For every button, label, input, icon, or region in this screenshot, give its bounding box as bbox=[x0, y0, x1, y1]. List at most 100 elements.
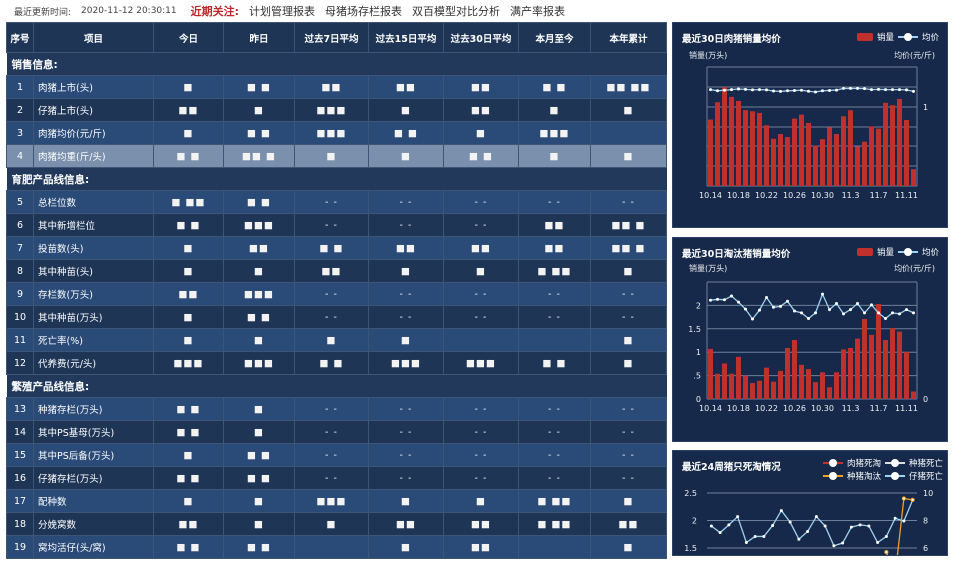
cell-value: - - bbox=[368, 466, 444, 490]
table-row[interactable]: 10 其中种苗(万头) ■ ■ ■ - -- -- -- -- - bbox=[6, 305, 667, 329]
table-row[interactable]: 15 其中PS后备(万头) ■ ■ ■ - -- -- -- -- - bbox=[6, 443, 667, 467]
bar bbox=[820, 139, 825, 186]
price-point bbox=[814, 311, 817, 315]
column-header: 过去30日平均 bbox=[443, 22, 519, 53]
cell-value: - - bbox=[368, 282, 444, 306]
cell-value: ■ bbox=[153, 443, 224, 467]
price-point bbox=[870, 303, 873, 307]
piglet-death-point bbox=[736, 515, 740, 519]
table-row[interactable]: 7 投苗数(头) ■ ■■ ■ ■ ■■ ■■ ■■ ■■ ■ bbox=[6, 236, 667, 260]
table-row[interactable]: 11 死亡率(%) ■ ■ ■ ■ ■ bbox=[6, 328, 667, 352]
sow-cull-point bbox=[910, 497, 915, 502]
legend-swatch bbox=[823, 472, 843, 480]
table-row[interactable]: 4 肉猪均重(斤/头) ■ ■ ■■ ■ ■ ■ ■ ■ ■ ■ bbox=[6, 144, 667, 168]
table-row[interactable]: 1 肉猪上市(头) ■ ■ ■ ■■ ■■ ■■ ■ ■ ■■ ■■ bbox=[6, 75, 667, 99]
y-tick-label: 0 bbox=[696, 395, 701, 404]
bar bbox=[904, 119, 909, 186]
row-item: 配种数 bbox=[33, 489, 154, 513]
legend-label: 均价 bbox=[921, 33, 939, 43]
cell-value: ■ bbox=[294, 144, 369, 168]
cell-value: ■■■ bbox=[294, 489, 369, 513]
cell-value: - - bbox=[518, 420, 591, 444]
cell-value: ■■ bbox=[294, 75, 369, 99]
price-point bbox=[772, 89, 775, 93]
legend-item[interactable]: 种猪死亡 bbox=[885, 457, 943, 469]
price-point bbox=[912, 89, 915, 93]
bar bbox=[792, 118, 797, 186]
cell-value: ■ bbox=[368, 489, 444, 513]
bar bbox=[771, 381, 776, 399]
table-row[interactable]: 12 代养费(元/头) ■■■ ■■■ ■ ■ ■■■ ■■■ ■ ■ ■ bbox=[6, 351, 667, 375]
price-point bbox=[877, 87, 880, 91]
link-model-comparison[interactable]: 双百模型对比分析 bbox=[412, 5, 501, 18]
table-row[interactable]: 19 窝均活仔(头/窝) ■ ■ ■ ■ ■ ■■ ■ bbox=[6, 535, 667, 559]
price-point bbox=[716, 89, 719, 93]
cell-value: ■ ■ bbox=[153, 466, 224, 490]
piglet-death-point bbox=[893, 516, 897, 520]
chart-panel-fattening-pig-sales: 最近30日肉猪销量均价 销量 均价 销量(万头) 均价(元/斤) 10.14 10… bbox=[672, 22, 948, 228]
column-header: 昨日 bbox=[223, 22, 295, 53]
legend-swatch bbox=[885, 472, 905, 480]
table-row[interactable]: 8 其中种苗(头) ■ ■ ■■ ■ ■ ■ ■■ ■ bbox=[6, 259, 667, 283]
table-row[interactable]: 5 总栏位数 ■ ■■ ■ ■ - -- -- -- -- - bbox=[6, 190, 667, 214]
bar bbox=[743, 110, 748, 186]
bar bbox=[862, 318, 867, 399]
legend-item[interactable]: 仔猪死亡 bbox=[885, 470, 943, 482]
bar bbox=[869, 334, 874, 399]
table-row[interactable]: 17 配种数 ■ ■ ■■■ ■ ■ ■ ■■ ■ bbox=[6, 489, 667, 513]
cell-value: - - bbox=[294, 466, 369, 490]
row-item: 投苗数(头) bbox=[33, 236, 154, 260]
cell-value: ■ bbox=[223, 328, 295, 352]
row-number: 7 bbox=[6, 236, 34, 260]
legend-item[interactable]: 种猪淘汰 bbox=[823, 470, 881, 482]
price-point bbox=[800, 311, 803, 315]
price-point bbox=[828, 88, 831, 92]
link-plan-report[interactable]: 计划管理报表 bbox=[249, 5, 316, 18]
table-row[interactable]: 9 存栏数(万头) ■■ ■■■ - -- -- -- -- - bbox=[6, 282, 667, 306]
cell-value bbox=[590, 121, 667, 145]
update-label: 最近更新时间: bbox=[14, 7, 72, 18]
cell-value: ■■■ bbox=[368, 351, 444, 375]
legend-label: 销量 bbox=[876, 33, 894, 43]
bar bbox=[722, 87, 727, 186]
x-tick-label: 10.30 bbox=[811, 404, 834, 413]
bar bbox=[785, 347, 790, 399]
bar bbox=[848, 110, 853, 186]
link-full-production-report[interactable]: 满产率报表 bbox=[510, 5, 566, 18]
x-tick-label: 11.3 bbox=[842, 191, 860, 200]
price-point bbox=[779, 89, 782, 93]
cell-value bbox=[294, 535, 369, 559]
chart-legend[interactable]: 销量 均价 bbox=[856, 31, 939, 43]
bar bbox=[750, 383, 755, 399]
cell-value: ■■ bbox=[153, 282, 224, 306]
cell-value: ■ ■ bbox=[153, 144, 224, 168]
legend-line-swatch bbox=[897, 248, 918, 256]
legend-item[interactable]: 肉猪死淘 bbox=[823, 457, 881, 469]
bar bbox=[715, 373, 720, 399]
sow-cull-line bbox=[885, 497, 913, 555]
chart-title: 最近24周猪只死淘情况 bbox=[682, 462, 781, 473]
price-point bbox=[877, 311, 880, 315]
chart-legend[interactable]: 销量 均价 bbox=[856, 246, 939, 258]
table-row[interactable]: 3 肉猪均价(元/斤) ■ ■ ■ ■■■ ■ ■ ■ ■■■ bbox=[6, 121, 667, 145]
price-point bbox=[884, 317, 887, 321]
bar bbox=[813, 382, 818, 399]
price-point bbox=[835, 302, 838, 306]
piglet-death-point bbox=[876, 541, 880, 544]
table-row[interactable]: 2 仔猪上市(头) ■■ ■ ■■■ ■ ■■ ■ ■ bbox=[6, 98, 667, 122]
table-row[interactable]: 16 仔猪存栏(万头) ■ ■ ■ ■ - -- -- -- -- - bbox=[6, 466, 667, 490]
cell-value: ■■ bbox=[443, 535, 519, 559]
cell-value: ■ ■ bbox=[223, 535, 295, 559]
price-point bbox=[849, 308, 852, 312]
cell-value: ■■ ■ bbox=[590, 213, 667, 237]
bar bbox=[876, 303, 881, 399]
table-row[interactable]: 14 其中PS基母(万头) ■ ■ ■ - -- -- -- -- - bbox=[6, 420, 667, 444]
price-point bbox=[821, 89, 824, 93]
x-tick-label: 11.7 bbox=[870, 404, 888, 413]
table-row[interactable]: 13 种猪存栏(万头) ■ ■ ■ - -- -- -- -- - bbox=[6, 397, 667, 421]
row-number: 5 bbox=[6, 190, 34, 214]
table-row[interactable]: 18 分娩窝数 ■■ ■ ■ ■■ ■■ ■ ■■ ■■ bbox=[6, 512, 667, 536]
link-sow-inventory-report[interactable]: 母猪场存栏报表 bbox=[325, 5, 403, 18]
table-row[interactable]: 6 其中新增栏位 ■ ■ ■■■ - -- -- - ■■ ■■ ■ bbox=[6, 213, 667, 237]
column-header: 过去7日平均 bbox=[294, 22, 369, 53]
